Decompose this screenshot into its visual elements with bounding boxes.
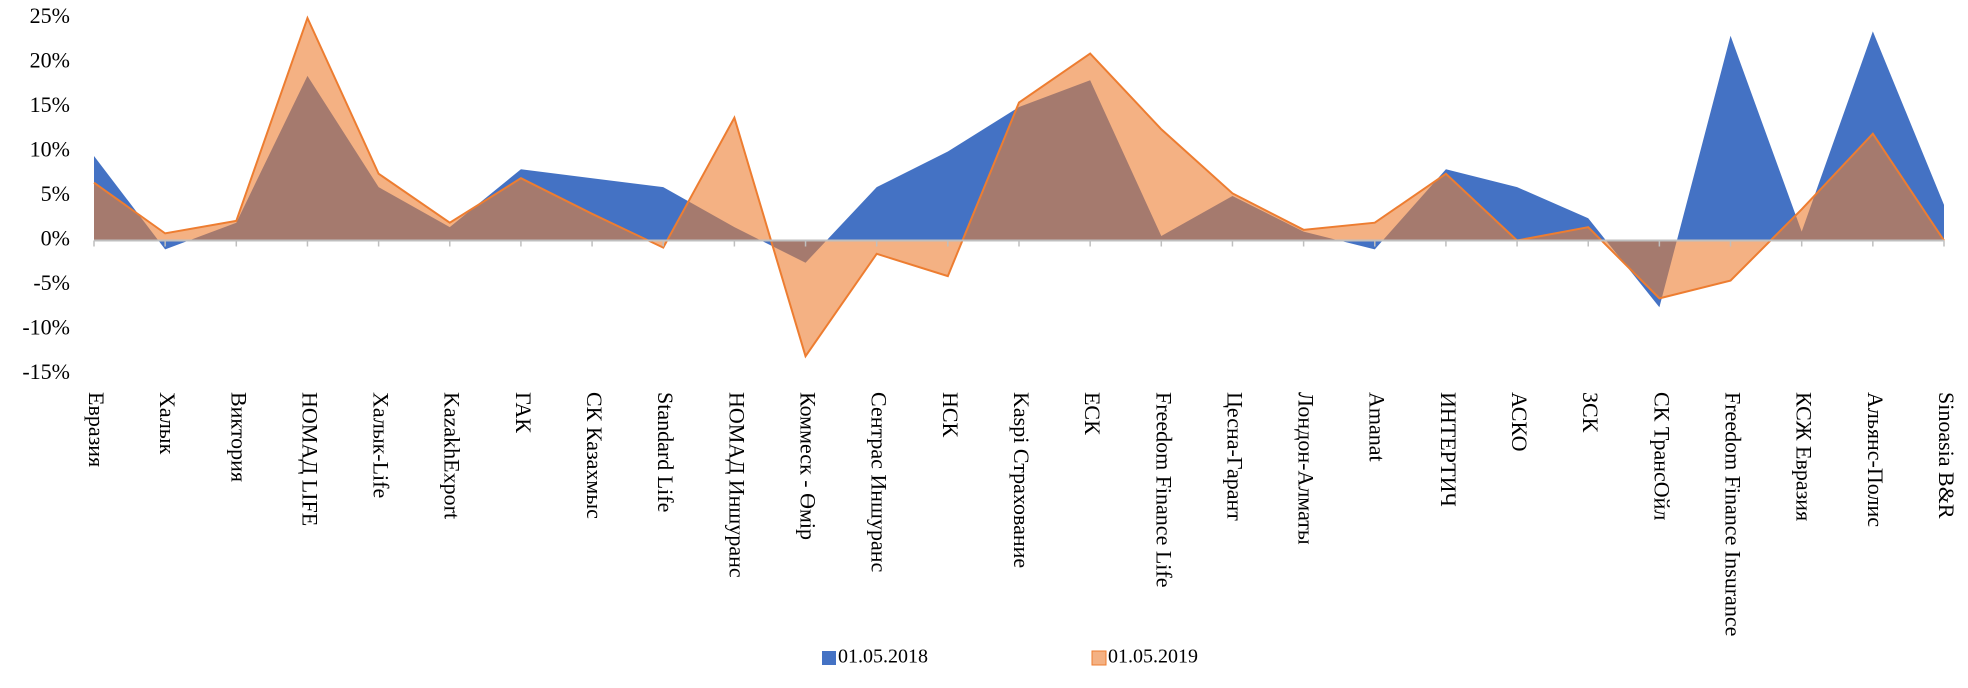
- x-tick-label: Цесна-Гарант: [1222, 392, 1247, 521]
- y-tick-label: 15%: [30, 92, 70, 117]
- x-tick-label: НОМАД LIFE: [297, 392, 322, 526]
- y-tick-label: 20%: [30, 48, 70, 73]
- x-tick-label: АСКО: [1507, 392, 1532, 451]
- x-tick-label: НОМАД Иншуранс: [724, 392, 749, 578]
- x-tick-label: Коммеск - Өмір: [795, 392, 820, 540]
- legend-label: 01.05.2019: [1108, 646, 1198, 668]
- x-tick-label: Sinoasia B&R: [1934, 392, 1959, 519]
- x-tick-label: Виктория: [226, 392, 251, 482]
- y-tick-label: -10%: [22, 315, 70, 340]
- y-tick-label: 5%: [41, 181, 70, 206]
- x-tick-label: ЕСК: [1080, 392, 1105, 435]
- x-tick-label: Альянс-Полис: [1863, 392, 1888, 527]
- legend-swatch: [1091, 650, 1107, 666]
- y-tick-label: 0%: [41, 226, 70, 251]
- x-tick-label: Freedom Finance Insurance: [1720, 392, 1745, 636]
- x-tick-label: СК ТрансОйл: [1649, 392, 1674, 520]
- x-tick-label: Сентрас Иншуранс: [867, 392, 892, 573]
- x-tick-label: Евразия: [84, 392, 109, 467]
- overlap-area: [94, 31, 1944, 308]
- y-tick-label: 25%: [30, 3, 70, 28]
- x-tick-label: Standard Life: [653, 392, 678, 512]
- x-tick-label: KazakhExport: [440, 392, 465, 519]
- x-tick-label: ГАК: [511, 392, 536, 433]
- y-tick-label: 10%: [30, 137, 70, 162]
- y-tick-label: -5%: [33, 270, 70, 295]
- x-tick-label: Amanat: [1365, 392, 1390, 462]
- line: [93, 15, 1945, 359]
- legend-swatch: [822, 651, 836, 665]
- x-tick-label: Лондон-Алматы: [1294, 392, 1319, 545]
- x-tick-label: Халык-Life: [369, 392, 394, 498]
- x-tick-label: ИНТЕРТИЧ: [1436, 392, 1461, 507]
- legend-label: 01.05.2018: [838, 646, 928, 668]
- x-tick-label: ЗСК: [1578, 392, 1603, 433]
- x-tick-label: Freedom Finance Life: [1151, 392, 1176, 588]
- x-tick-label: Халык: [155, 392, 180, 455]
- x-tick-label: КСЖ Евразия: [1792, 392, 1817, 521]
- x-tick-label: Kaspi Страхование: [1009, 392, 1034, 568]
- y-tick-label: -15%: [22, 359, 70, 384]
- x-tick-label: НСК: [938, 392, 963, 438]
- x-tick-label: СК Казахмыс: [582, 392, 607, 519]
